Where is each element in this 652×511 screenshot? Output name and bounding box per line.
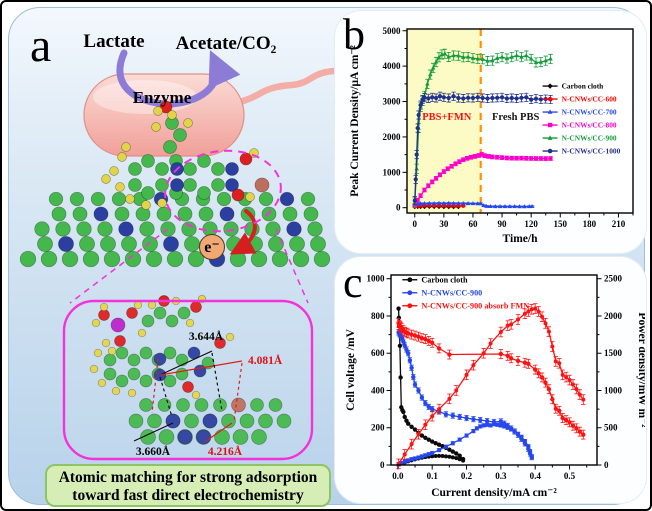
panel-a-schematic: a Lactate Acetate/CO₂ Enzyme e⁻ 3.644Å 4… [19,19,334,507]
y-axis-title: Peak Current Density/μA cm⁻² [349,45,361,197]
lactate-arrow-icon [116,49,168,108]
svg-text:0.0: 0.0 [392,471,404,481]
acetate-label: Acetate/CO₂ [176,33,277,54]
legend-entry: N-CNWs/CC-900 absorb FMN [421,301,529,310]
caption-box [45,464,331,507]
svg-text:1000: 1000 [604,385,623,395]
svg-text:30: 30 [439,219,449,229]
series-N-CNWs/CC-700 [412,200,535,209]
plot-area [407,29,633,213]
distance-3-label: 3.660Å [136,444,171,458]
y-axis-title: Cell voltage /mV [345,328,357,410]
svg-text:0.5: 0.5 [564,471,576,481]
x-axis-title: Current density/mA cm⁻² [431,487,557,499]
svg-text:3000: 3000 [383,97,402,107]
svg-text:0: 0 [380,460,385,470]
electron-label: e⁻ [204,239,220,256]
svg-text:4000: 4000 [383,61,402,71]
svg-text:0.3: 0.3 [495,471,507,481]
series-N-CNWs/CC-600 [412,203,466,209]
acetate-arrow-icon [168,50,241,108]
svg-text:2500: 2500 [604,274,623,284]
distance-1-label: 3.644Å [189,329,224,343]
svg-text:210: 210 [612,219,626,229]
svg-text:1500: 1500 [604,348,623,358]
annotation: PBS+FMN [422,112,472,123]
tick-labels: 0 30 60 90 120 150 180 210 0 1000 2000 3000 4000 5000 [383,26,626,229]
chart-b-peak-current-vs-time: 0 30 60 90 120 150 180 210 0 1000 2000 3000 4000 5000… [349,26,634,245]
svg-text:600: 600 [371,348,385,358]
svg-text:0.4: 0.4 [530,471,542,481]
chart-c-polarization-power: 0.0 0.1 0.2 0.3 0.4 0.5 0 200 400 600 800 1000 0 500 1… [345,274,645,499]
legend-entry: N-CNWs/CC-800 [562,121,617,130]
tick-labels: 0.0 0.1 0.2 0.3 0.4 0.5 0 200 400 600 800 1000 0 500 1… [367,274,623,481]
panel-c-label: c [343,258,363,307]
legend-entry: N-CNWs/CC-1000 [562,147,621,156]
svg-text:0.2: 0.2 [461,471,473,481]
series-N-CNWs/CC-900 absorb FMN [396,318,586,440]
svg-text:1000: 1000 [367,274,386,284]
axis-titles: Current density/mA cm⁻² Cell voltage /mV P… [345,312,645,499]
svg-text:2000: 2000 [383,132,402,142]
legend-entry: N-CNWs/CC-900 [562,134,617,143]
svg-text:0: 0 [413,219,418,229]
legend-entry: Carbon cloth [562,82,604,91]
svg-text:1000: 1000 [383,167,402,177]
series-power-curve [396,422,534,467]
svg-text:2000: 2000 [604,311,623,321]
svg-text:800: 800 [371,311,385,321]
legend-entry: N-CNWs/CC-900 [421,288,482,297]
lactate-label: Lactate [83,31,144,52]
svg-text:90: 90 [498,219,508,229]
panel-a-label: a [30,19,51,72]
y2-axis-title: Power density/mW m⁻² [636,312,645,428]
zoom-circle-icon [164,149,282,233]
svg-text:60: 60 [468,219,478,229]
series-N-CNWs/CC-1000 [412,91,553,206]
x-axis-title: Time/h [503,233,539,245]
svg-text:180: 180 [583,219,597,229]
panel-b-box: b 0 30 60 90 120 150 180 210 0 1000 2000 3000 4000 50… [335,11,646,253]
legend-entry: N-CNWs/CC-700 [562,108,617,117]
svg-text:120: 120 [524,219,538,229]
panel-b-label: b [343,10,365,59]
distance-4-label: 4.216Å [208,444,243,458]
svg-text:150: 150 [554,219,568,229]
enzyme-label: Enzyme [133,88,192,107]
zoom-box [62,299,314,461]
svg-text:400: 400 [371,385,385,395]
svg-text:5000: 5000 [383,26,402,36]
zoom-connector-right [275,228,309,304]
panel-c-box: c 0.0 0.1 0.2 0.3 0.4 0.5 0 200 400 600 800 1000 0 50… [335,257,646,503]
axis-titles: Time/h Peak Current Density/μA cm⁻² [349,45,538,245]
legend-entry: Carbon cloth [421,275,468,284]
svg-text:0: 0 [396,203,401,213]
svg-text:200: 200 [371,423,385,433]
caption-line-2: toward fast direct electrochemistry [72,487,304,504]
svg-text:0.1: 0.1 [427,471,439,481]
distance-2-label: 4.081Å [248,353,283,367]
annotation: Fresh PBS [492,112,540,123]
svg-text:500: 500 [604,423,618,433]
zoom-connector-left [69,228,169,304]
flagellum [232,67,334,107]
legend: Carbon cloth N-CNWs/CC-900 N-CNWs/CC-900 a… [402,275,529,310]
legend-entry: N-CNWs/CC-600 [562,95,617,104]
svg-text:0: 0 [604,460,609,470]
series-power-curve [396,303,586,470]
caption-line-1: Atomic matching for strong adsorption [59,469,318,486]
